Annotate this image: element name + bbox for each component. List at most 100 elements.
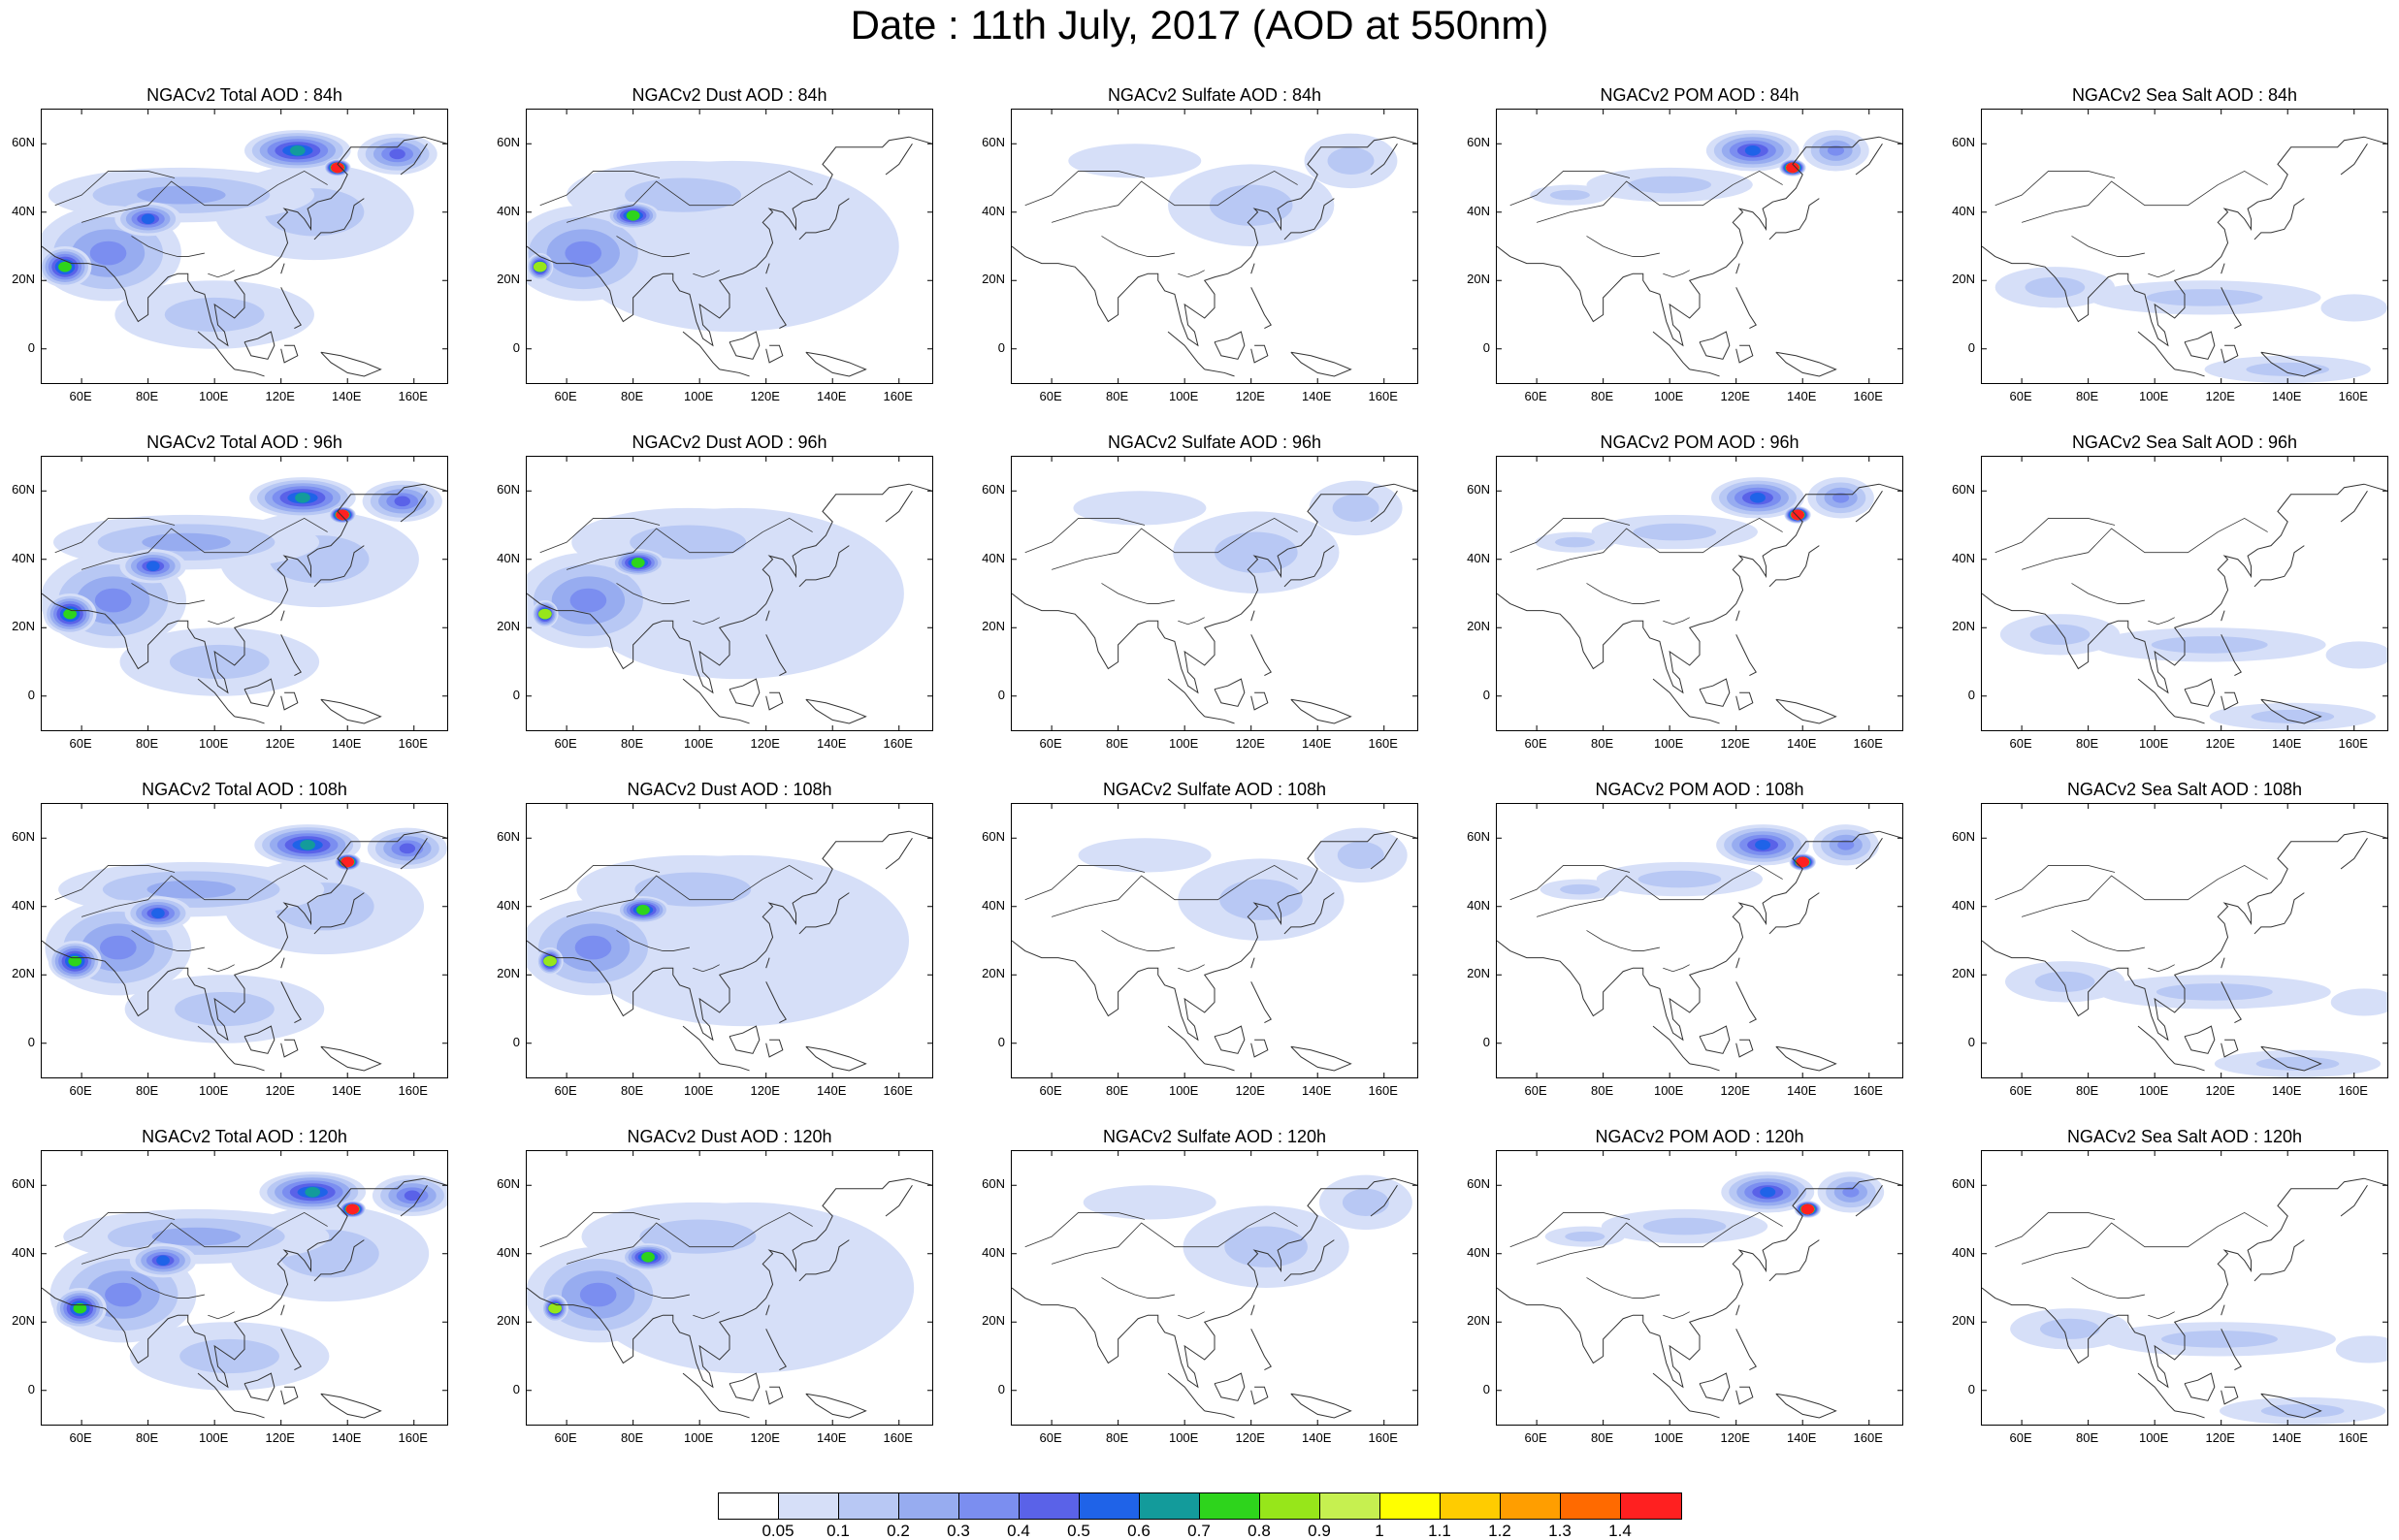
coastline: [1982, 830, 2387, 1042]
x-tick-label: 100E: [198, 1083, 229, 1098]
coastline: [2184, 331, 2216, 360]
coastline: [765, 610, 770, 622]
country-border: [208, 270, 235, 278]
coastline: [2221, 610, 2225, 622]
coastline: [1775, 1393, 1837, 1419]
country-border: [1586, 1277, 1660, 1299]
map-panel-dust-84h: NGACv2 Dust AOD : 84h 60N 40N 20N 0 60E 80E 100…: [485, 83, 951, 413]
coastline: [1250, 1386, 1269, 1405]
coastline: [1689, 1410, 1720, 1419]
aod-contour: [175, 991, 275, 1027]
x-tick-label: 120E: [265, 1083, 295, 1098]
coastline: [2221, 981, 2242, 1024]
coastline: [1735, 1039, 1754, 1058]
x-tick-label: 120E: [2205, 1083, 2235, 1098]
aod-contour: [63, 608, 77, 620]
coastline: [1982, 483, 2387, 694]
country-border: [1101, 1277, 1175, 1299]
map-plot-area: [1981, 109, 2388, 384]
x-tick-label: 140E: [1787, 1430, 1817, 1445]
colorbar-swatch: [719, 1493, 779, 1519]
coastline: [1012, 1177, 1417, 1389]
coastline: [2174, 1410, 2205, 1419]
panel-title: NGACv2 Sulfate AOD : 120h: [1102, 1127, 1327, 1146]
coastline: [197, 678, 236, 718]
x-tick-label: 100E: [1653, 1430, 1684, 1445]
y-tick-label: 20N: [497, 619, 520, 634]
y-tick-label: 20N: [982, 1313, 1005, 1329]
country-border: [1536, 170, 1783, 223]
y-tick-label: 20N: [982, 272, 1005, 287]
map-panel-total-84h: NGACv2 Total AOD : 84h 60N 40N 20N 0 60E 80E 10…: [0, 83, 466, 413]
y-tick-label: 0: [1967, 687, 1975, 702]
y-tick-label: 40N: [1952, 203, 1975, 218]
x-tick-label: 160E: [398, 389, 428, 403]
coastline: [1699, 1025, 1731, 1054]
coastline: [1735, 610, 1740, 622]
coastline: [243, 1025, 276, 1054]
x-tick-label: 160E: [1853, 1083, 1883, 1098]
country-border: [1994, 865, 2116, 901]
y-tick-label: 60N: [1467, 1176, 1490, 1192]
aod-contour: [1549, 189, 1590, 201]
coastline: [1699, 331, 1731, 360]
country-border: [1536, 517, 1783, 570]
y-tick-label: 20N: [12, 619, 35, 634]
coastline: [527, 1177, 932, 1389]
aod-contour: [146, 880, 236, 899]
aod-contour: [68, 955, 82, 967]
x-tick-label: 100E: [1168, 736, 1199, 751]
coastline: [2184, 678, 2216, 707]
aod-contour: [1565, 1231, 1605, 1242]
x-tick-label: 120E: [750, 1430, 780, 1445]
colorbar-swatch: [1140, 1493, 1200, 1519]
country-border: [54, 1212, 176, 1248]
aod-field: [1497, 804, 1902, 1077]
map-plot-area: [41, 1150, 448, 1426]
map-plot-area: [1981, 1150, 2388, 1426]
coastline: [234, 1410, 265, 1419]
map-panel-pom-120h: NGACv2 POM AOD : 120h 60N 40N 20N 0 60E 80E 100…: [1455, 1125, 1921, 1455]
country-border: [1509, 1212, 1631, 1248]
y-tick-label: 60N: [982, 135, 1005, 150]
coastline: [729, 1025, 761, 1054]
x-tick-label: 100E: [198, 736, 229, 751]
aod-field: [1497, 110, 1902, 383]
country-border: [81, 170, 328, 223]
coastline: [1497, 1177, 1902, 1389]
country-border: [1663, 1311, 1690, 1320]
coastline: [320, 1393, 382, 1419]
y-tick-label: 40N: [1467, 1244, 1490, 1260]
colorbar-swatch: [1080, 1493, 1140, 1519]
x-tick-label: 60E: [1039, 1083, 1062, 1098]
panel-title: NGACv2 POM AOD : 120h: [1595, 1127, 1804, 1146]
aod-contour: [1637, 870, 1722, 888]
coastline: [765, 1039, 784, 1058]
colorbar-label: 1.1: [1428, 1522, 1451, 1540]
country-border: [1024, 518, 1146, 554]
map-plot-area: [1011, 456, 1418, 731]
coastline: [2260, 351, 2322, 377]
country-border: [1051, 170, 1298, 223]
coastline: [2184, 1025, 2216, 1054]
aod-contour: [1628, 176, 1711, 194]
aod-contour: [340, 856, 355, 868]
coastline: [313, 1239, 365, 1282]
coastline: [234, 716, 265, 724]
aod-field: [1012, 110, 1417, 383]
coastline: [280, 1039, 299, 1058]
country-border: [1101, 236, 1175, 257]
coastline: [400, 490, 428, 523]
country-border: [2071, 1277, 2145, 1299]
aod-contour: [2034, 971, 2095, 992]
x-tick-label: 100E: [2138, 736, 2169, 751]
coastline: [400, 1184, 428, 1217]
coastline: [1250, 634, 1272, 677]
map-panel-total-120h: NGACv2 Total AOD : 120h 60N 40N 20N 0 60E 80E 1…: [0, 1125, 466, 1455]
aod-contour: [1837, 840, 1855, 850]
y-tick-label: 0: [512, 339, 520, 355]
x-tick-label: 100E: [198, 1430, 229, 1445]
y-tick-label: 20N: [497, 272, 520, 287]
x-tick-label: 80E: [1106, 736, 1129, 751]
coastline: [798, 892, 850, 935]
